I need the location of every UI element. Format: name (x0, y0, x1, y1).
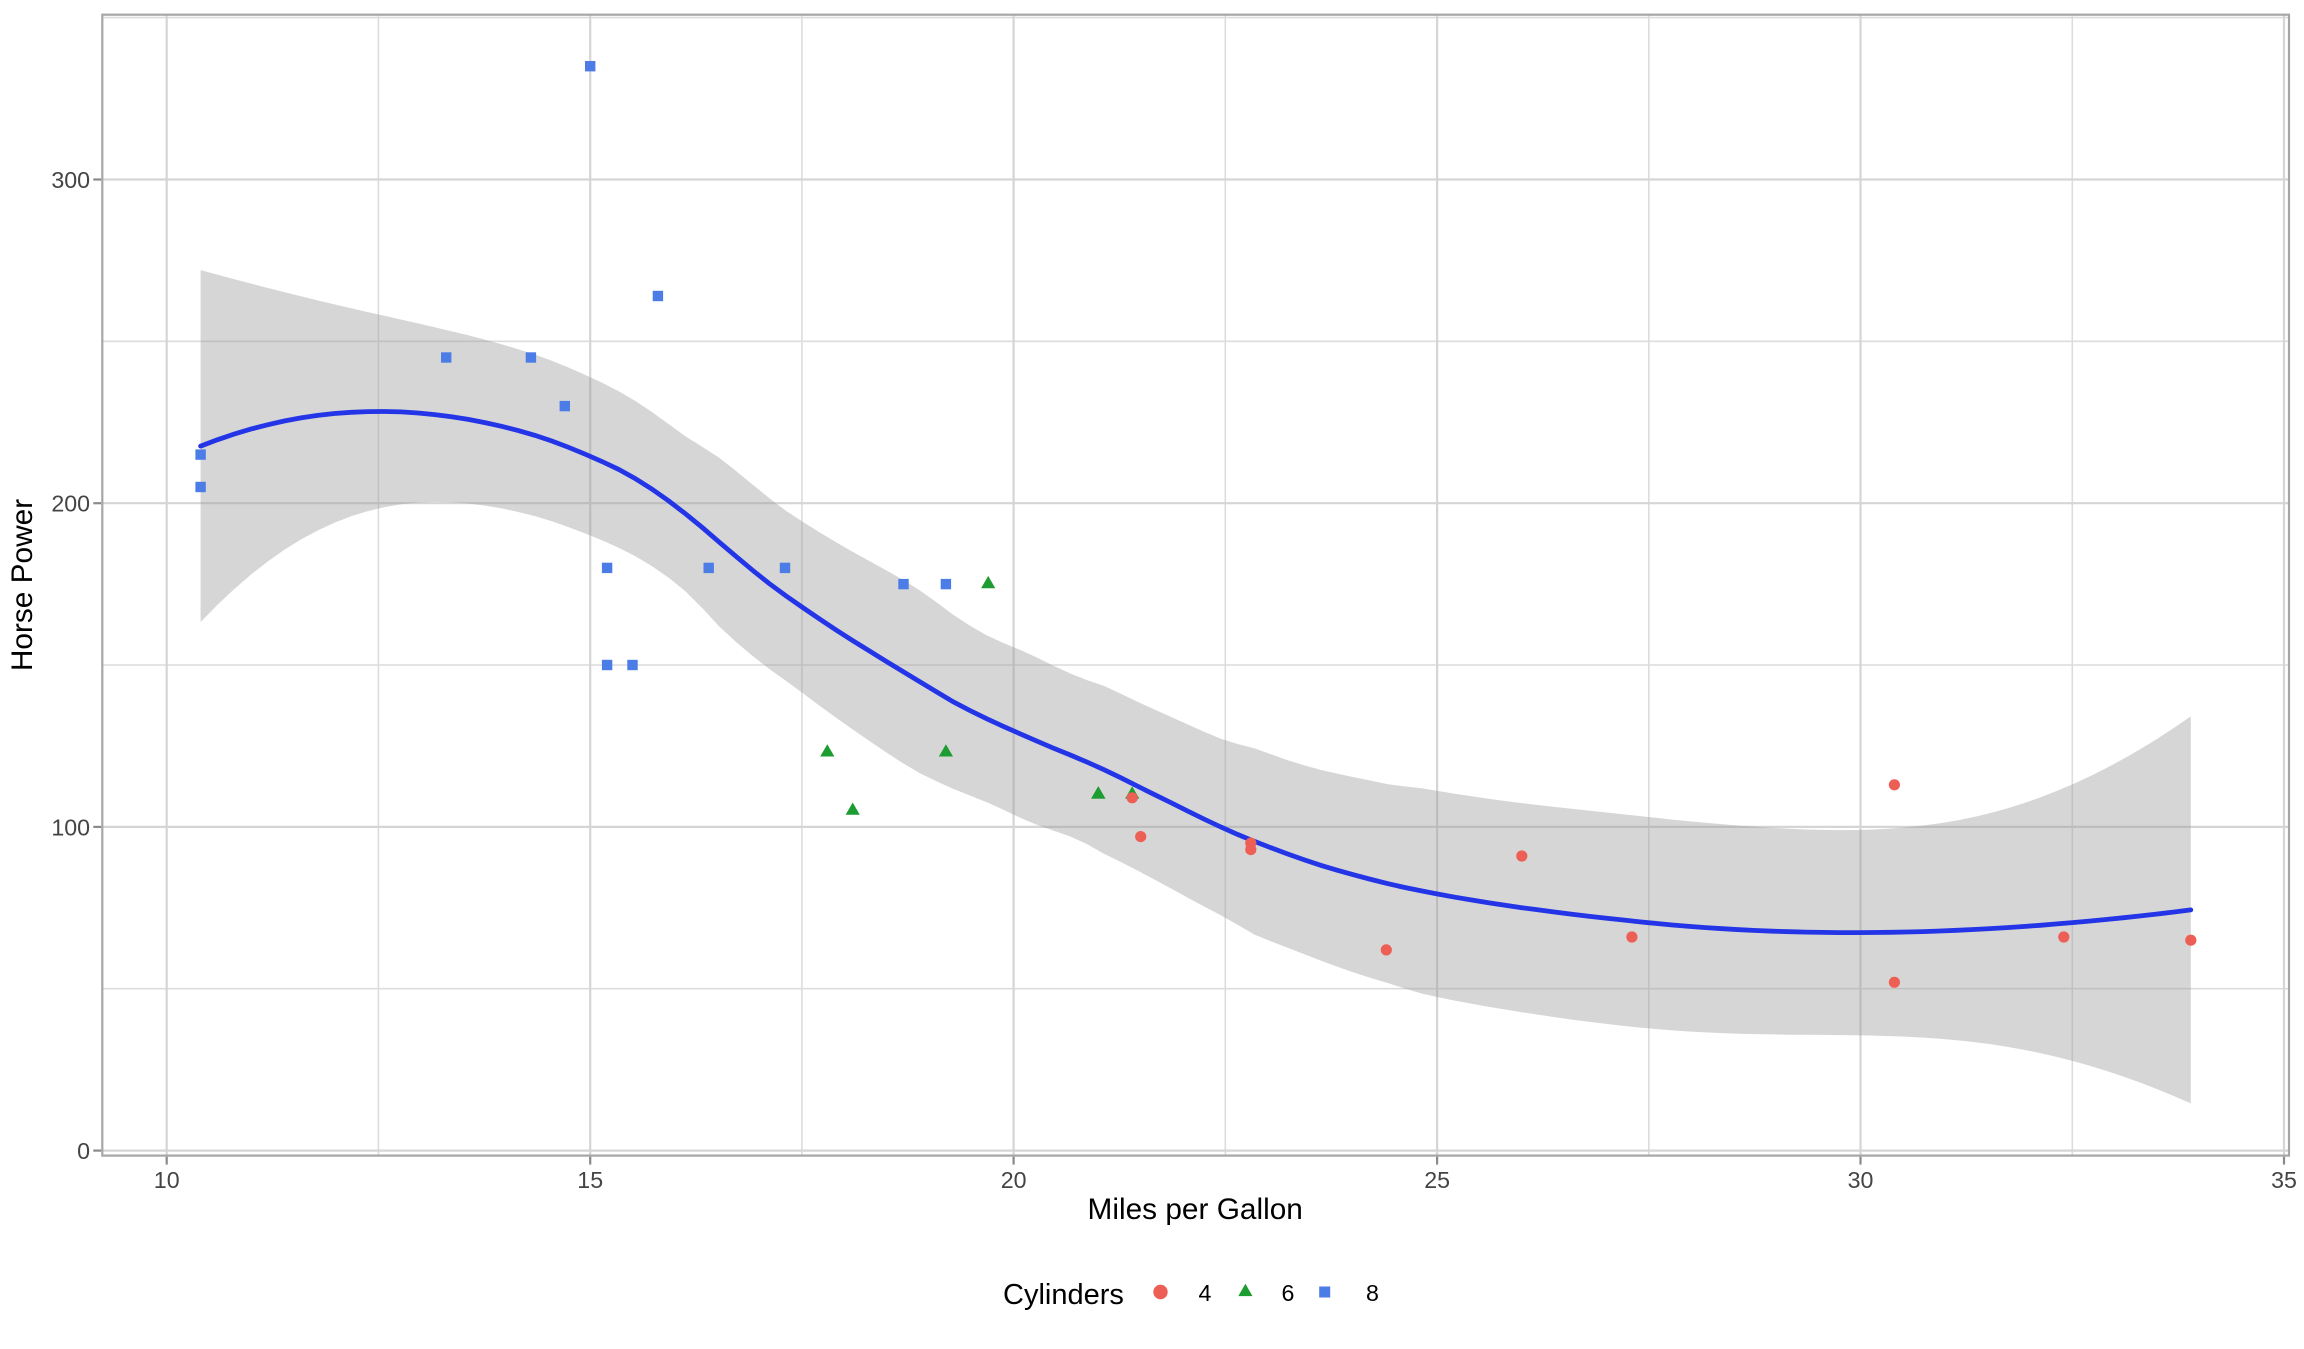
svg-text:100: 100 (51, 814, 90, 840)
svg-text:300: 300 (51, 167, 90, 193)
svg-text:4: 4 (1199, 1280, 1212, 1306)
svg-text:30: 30 (1848, 1167, 1874, 1193)
svg-text:Miles per Gallon: Miles per Gallon (1088, 1193, 1303, 1226)
svg-text:8: 8 (1366, 1280, 1379, 1306)
svg-text:Horse Power: Horse Power (6, 499, 39, 671)
svg-text:15: 15 (577, 1167, 603, 1193)
svg-text:35: 35 (2271, 1167, 2297, 1193)
svg-text:10: 10 (154, 1167, 180, 1193)
svg-text:0: 0 (77, 1138, 90, 1164)
svg-text:20: 20 (1001, 1167, 1027, 1193)
svg-text:200: 200 (51, 491, 90, 517)
svg-text:6: 6 (1282, 1280, 1295, 1306)
svg-text:25: 25 (1424, 1167, 1450, 1193)
svg-text:Cylinders: Cylinders (1003, 1279, 1124, 1311)
